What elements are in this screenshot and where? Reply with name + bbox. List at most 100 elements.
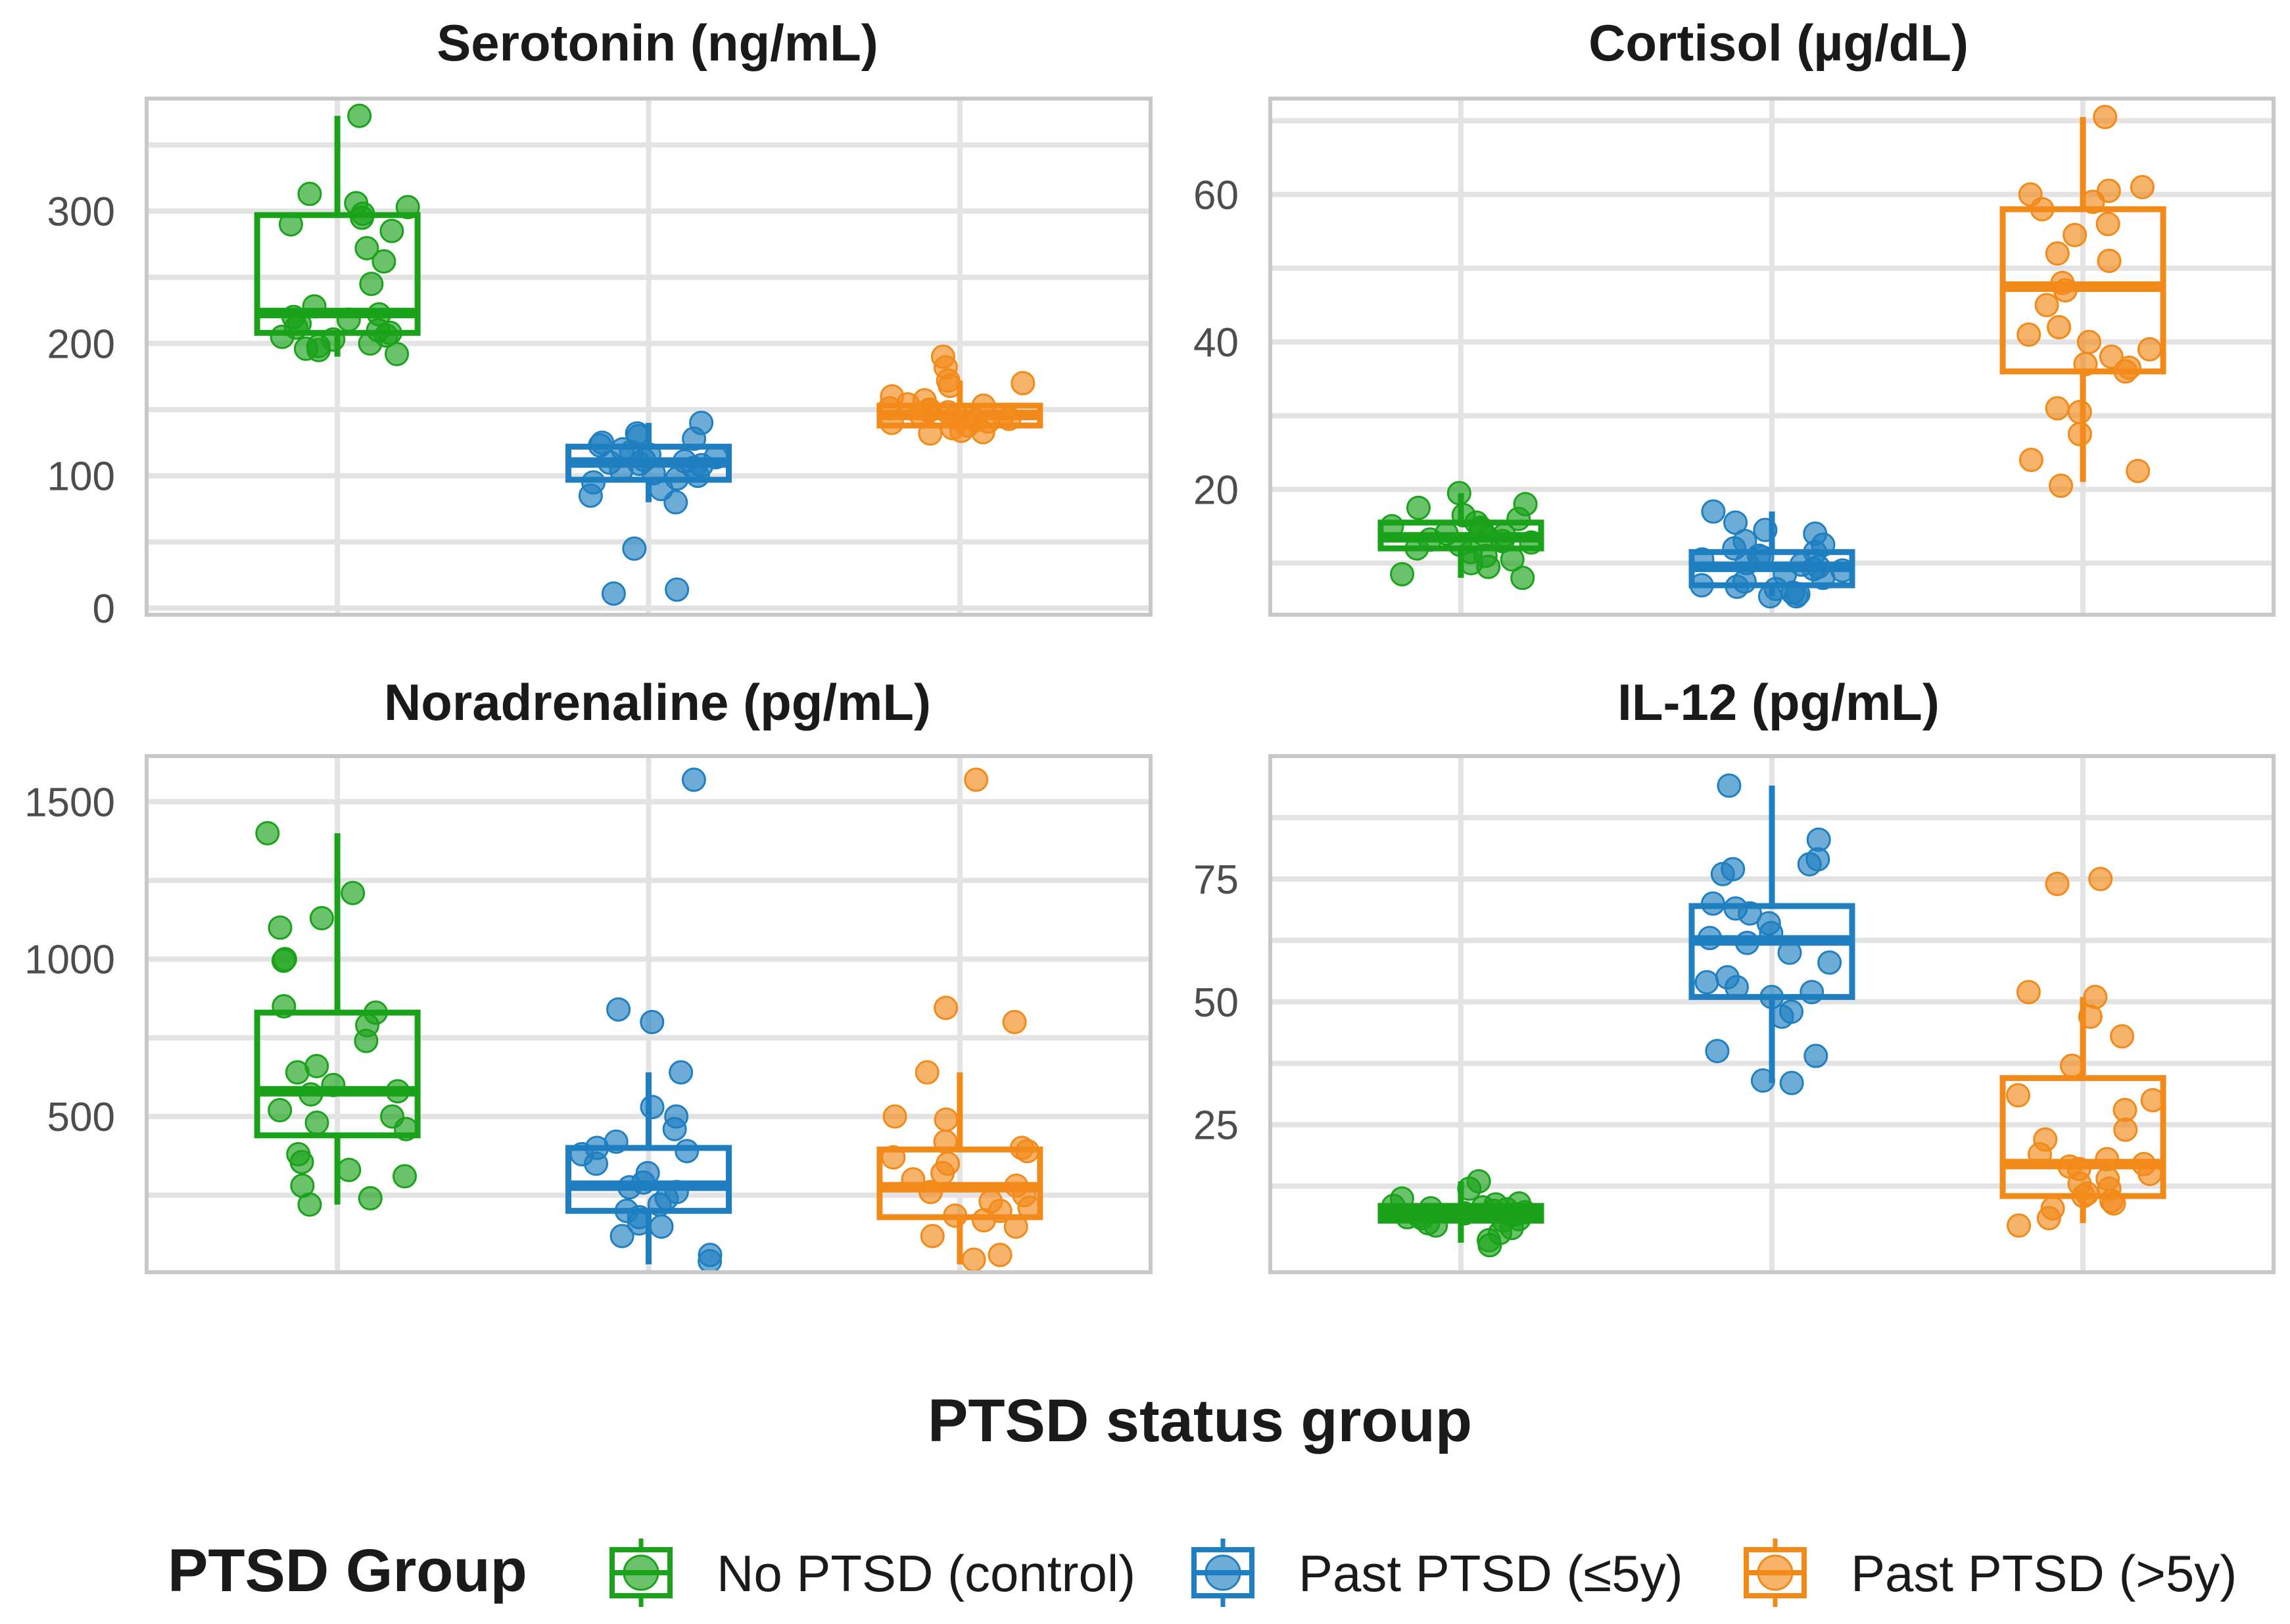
data-point [394, 1116, 419, 1141]
data-point [1379, 513, 1404, 538]
data-point [2073, 352, 2098, 377]
box-group-1 [1377, 1169, 1544, 1258]
data-point [2063, 222, 2087, 247]
data-point [1750, 1068, 1775, 1093]
data-point [2016, 322, 2041, 347]
data-point [1017, 1195, 1042, 1220]
data-point [997, 406, 1022, 431]
data-point [1690, 547, 1715, 572]
data-point [1734, 930, 1759, 955]
data-point [901, 1167, 926, 1192]
data-point [622, 536, 647, 561]
y-tick-label: 100 [47, 454, 115, 500]
box-group-3 [1999, 867, 2166, 1238]
panel-2: Cortisol (µg/dL) 20 40 60 [1193, 14, 2276, 617]
data-point [306, 337, 331, 362]
data-point [302, 294, 327, 319]
data-point [271, 948, 296, 973]
box-group-2 [565, 767, 732, 1274]
data-point [938, 373, 963, 398]
box-group-1 [1377, 481, 1544, 590]
data-point [1011, 371, 1036, 396]
y-tick-label: 500 [47, 1095, 115, 1140]
data-point [1700, 891, 1725, 916]
box-group-2 [1688, 773, 1855, 1095]
panel-1: Serotonin (ng/mL) 0 100 200 300 [47, 14, 1153, 632]
data-point [2137, 1161, 2162, 1186]
data-point [665, 577, 690, 602]
data-point [1705, 1039, 1730, 1064]
data-point [647, 1192, 672, 1217]
data-point [669, 1060, 694, 1085]
data-point [2047, 315, 2072, 340]
data-point [2016, 980, 2041, 1005]
data-point [385, 1079, 410, 1104]
data-point [1002, 1009, 1027, 1034]
legend-label: No PTSD (control) [717, 1544, 1135, 1602]
data-point [681, 767, 706, 792]
data-point [385, 341, 410, 366]
data-point [663, 490, 688, 515]
legend-key-point [1757, 1554, 1794, 1591]
data-point [964, 767, 989, 792]
data-point [2036, 1206, 2061, 1231]
panel-border [145, 97, 1153, 617]
data-point [270, 324, 295, 349]
data-point [1753, 517, 1778, 542]
data-point [1698, 926, 1723, 951]
y-tick-label: 20 [1193, 467, 1239, 513]
data-point [609, 458, 634, 483]
data-point [358, 331, 383, 356]
data-point [578, 483, 603, 508]
data-point [272, 994, 297, 1019]
data-point [321, 1072, 346, 1097]
data-point [289, 1149, 314, 1174]
data-point [309, 906, 334, 931]
data-point [2059, 1053, 2084, 1078]
data-point [2101, 1191, 2126, 1216]
data-point [640, 1009, 665, 1034]
panel-4: IL-12 (pg/mL) 25 50 75 [1193, 673, 2276, 1274]
y-tick-label: 1000 [24, 938, 115, 983]
panel-3: Noradrenaline (pg/mL) 500 1000 1500 [24, 673, 1153, 1274]
data-point [268, 1097, 293, 1122]
x-axis-title: PTSD status group [928, 1387, 1472, 1454]
data-point [649, 1214, 674, 1239]
data-point [1689, 573, 1714, 598]
y-tick-label: 60 [1193, 173, 1239, 218]
data-point [1694, 970, 1719, 995]
data-point [2093, 105, 2118, 130]
data-point [1423, 1213, 1448, 1238]
box-group-1 [254, 821, 421, 1217]
data-point [354, 235, 379, 260]
data-point [1725, 574, 1750, 599]
legend-label: Past PTSD (≤5y) [1299, 1544, 1683, 1602]
data-point [617, 1175, 642, 1200]
data-point [1490, 529, 1515, 554]
data-point [2140, 1087, 2165, 1112]
data-point [685, 464, 710, 489]
data-point [255, 821, 280, 846]
data-point [2045, 396, 2070, 421]
data-point [268, 915, 293, 940]
data-point [698, 1249, 723, 1274]
legend: PTSD Group No PTSD (control) Past PTSD (≤… [168, 1537, 2237, 1607]
data-point [879, 410, 904, 435]
data-point [930, 1160, 955, 1185]
data-point [1737, 901, 1762, 926]
legend-key-point [1205, 1554, 1241, 1591]
data-point [2005, 1083, 2030, 1108]
legend-label: Past PTSD (>5y) [1851, 1544, 2237, 1602]
data-point [298, 1082, 323, 1107]
data-point [675, 1139, 700, 1164]
data-point [943, 1203, 968, 1228]
box-group-3 [876, 767, 1043, 1272]
data-point [2045, 241, 2070, 266]
data-point [970, 419, 995, 444]
data-point [949, 418, 974, 443]
data-point [1476, 554, 1501, 579]
data-point [1003, 1214, 1028, 1239]
data-point [2028, 1142, 2053, 1167]
data-point [1800, 980, 1825, 1005]
data-point [347, 103, 372, 128]
